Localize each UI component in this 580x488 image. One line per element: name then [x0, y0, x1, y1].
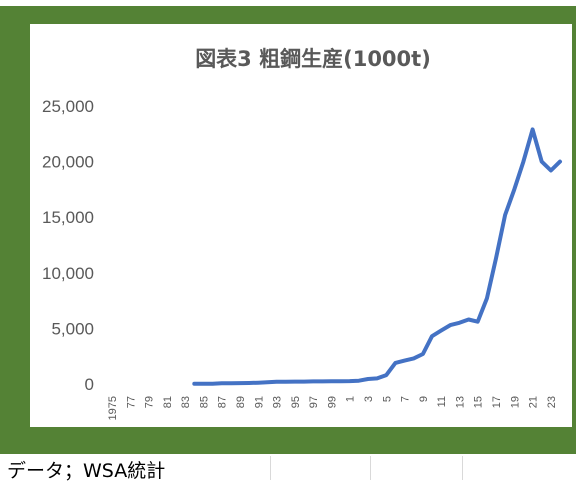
x-tick-label: 5: [381, 396, 393, 402]
x-tick-label: 87: [217, 396, 229, 408]
chart-panel: 図表3 粗鋼生産(1000t) 0 5,000 10,000 15,000 20,000…: [30, 24, 572, 427]
y-tick-label: 25,000: [42, 97, 94, 116]
x-tick-label: 89: [235, 396, 247, 408]
sheet-cell: [462, 456, 573, 480]
y-tick-label: 15,000: [42, 208, 94, 227]
x-tick-label: 19: [509, 396, 521, 408]
series-group: [192, 127, 562, 386]
x-axis: 1975 77 79 81 83 85 87 89 91 93 95 97 99 1 3 5 7 9 11 13 15 1…: [107, 396, 558, 420]
x-tick-label: 17: [491, 396, 503, 408]
x-tick-label: 1: [345, 396, 357, 402]
x-tick-label: 99: [326, 396, 338, 408]
sheet-cell: [370, 456, 461, 480]
line-chart: 図表3 粗鋼生産(1000t) 0 5,000 10,000 15,000 20,000…: [42, 47, 562, 420]
x-tick-label: 7: [400, 396, 412, 402]
y-tick-label: 20,000: [42, 153, 94, 172]
x-tick-label: 15: [473, 396, 485, 408]
x-tick-label: 95: [290, 396, 302, 408]
x-tick-label: 79: [144, 396, 156, 408]
x-tick-label: 21: [528, 396, 540, 408]
source-row: データ；WSA統計: [0, 456, 580, 482]
x-tick-label: 13: [454, 396, 466, 408]
y-tick-label: 5,000: [51, 319, 94, 338]
chart-title: 図表3 粗鋼生産(1000t): [195, 47, 431, 71]
x-tick-label: 3: [363, 396, 375, 402]
x-tick-label: 77: [125, 396, 137, 408]
source-note: データ；WSA統計: [7, 460, 166, 482]
y-tick-label: 0: [85, 375, 94, 394]
x-tick-label: 1975: [107, 396, 119, 420]
x-tick-label: 97: [308, 396, 320, 408]
series-line: [192, 127, 562, 386]
chart-frame: 図表3 粗鋼生産(1000t) 0 5,000 10,000 15,000 20,000…: [0, 6, 576, 454]
x-tick-label: 81: [162, 396, 174, 408]
y-axis: 0 5,000 10,000 15,000 20,000 25,000: [42, 97, 94, 394]
x-tick-label: 85: [198, 396, 210, 408]
x-tick-label: 9: [418, 396, 430, 402]
x-tick-label: 91: [253, 396, 265, 408]
x-tick-label: 11: [436, 396, 448, 407]
x-tick-label: 93: [272, 396, 284, 408]
sheet-cell: [270, 456, 361, 480]
x-tick-label: 83: [180, 396, 192, 408]
y-tick-label: 10,000: [42, 264, 94, 283]
x-tick-label: 23: [546, 396, 558, 408]
